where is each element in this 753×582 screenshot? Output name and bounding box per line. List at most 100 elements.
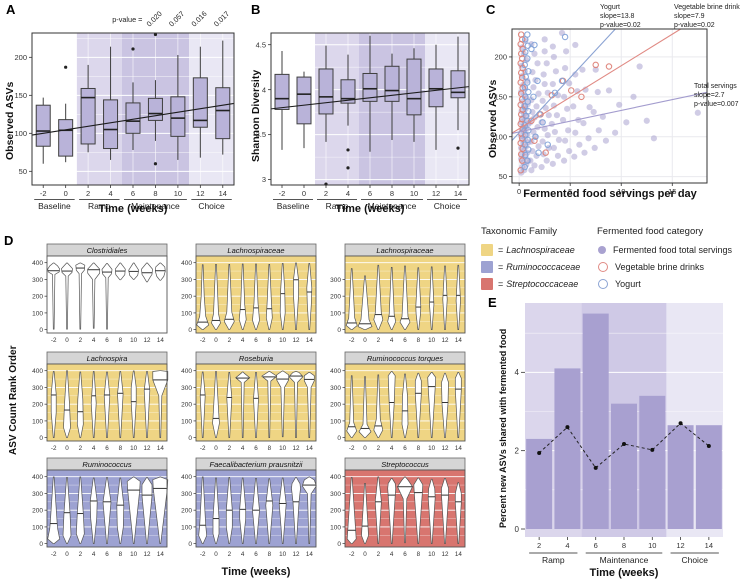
scatter-point <box>643 117 650 124</box>
violin <box>455 264 461 331</box>
tick-label: 4 <box>262 85 266 94</box>
violin <box>103 371 111 439</box>
violin <box>212 477 220 545</box>
tick-label: 2 <box>377 445 381 452</box>
strip-title: Lachnospiraceae <box>376 246 433 255</box>
scatter-point <box>559 116 567 124</box>
scatter-point <box>544 132 551 139</box>
tick-label: 10 <box>428 445 436 452</box>
scatter-point-open <box>517 90 525 97</box>
tick-label: 12 <box>292 337 300 344</box>
tick-label: 300 <box>330 385 341 392</box>
tick-label: -2 <box>349 445 355 452</box>
tick-label: 4 <box>390 337 394 344</box>
box <box>192 77 208 128</box>
violin <box>226 372 233 439</box>
tick-label: 2 <box>515 446 520 455</box>
tick-label: 0 <box>65 551 69 558</box>
violin <box>252 478 260 545</box>
scatter-point-open <box>530 93 537 101</box>
scatter-point-open <box>517 166 524 174</box>
tick-label: 50 <box>499 172 507 181</box>
tick-label: 10 <box>279 337 287 344</box>
box <box>80 87 96 145</box>
tick-label: 14 <box>157 551 165 558</box>
scatter-point <box>694 109 701 116</box>
violin <box>239 477 247 545</box>
tick-label: 4 <box>92 337 96 344</box>
line-point <box>678 421 683 426</box>
scatter-point-open <box>534 77 541 85</box>
tick-label: 100 <box>32 524 43 531</box>
annotation-line: p-value=0.02 <box>600 22 641 30</box>
tick-label: 4 <box>515 368 520 377</box>
tick-label: 200 <box>330 402 341 409</box>
tick-label: 14 <box>219 189 227 198</box>
panel-b-y-axis-title: Shannon Diversity <box>250 69 262 162</box>
scatter-point-open <box>551 89 559 97</box>
strip-title: Lachnospira <box>87 354 128 363</box>
scatter-point <box>605 87 613 94</box>
tick-label: -2 <box>349 337 355 344</box>
annotation-line: slope=2.7 <box>694 92 725 100</box>
scatter-point <box>555 136 563 144</box>
tick-label: 0 <box>188 435 192 442</box>
violin-cell-lachnospiraceae: Lachnospiraceae -2 0 2 4 6 8 10 12 14 0 100 200 300 40… <box>181 243 317 344</box>
tick-label: 100 <box>32 310 43 317</box>
violin-cell-lachnospiraceae: Lachnospiraceae -2 0 2 4 6 8 10 12 14 0 100 200 300 <box>330 243 466 344</box>
tick-label: 2 <box>79 551 83 558</box>
scatter-point <box>549 80 556 88</box>
box <box>318 68 334 115</box>
phase-label: Ramp <box>542 555 565 565</box>
lachnospiraceae-swatch <box>481 243 493 256</box>
box <box>450 70 466 99</box>
box <box>103 99 119 150</box>
scatter-point <box>534 60 541 67</box>
box <box>362 72 378 102</box>
scatter-point-open <box>521 103 529 110</box>
tick-label: 300 <box>181 277 192 284</box>
strip-title: Lachnospiraceae <box>227 246 284 255</box>
tick-label: 200 <box>181 402 192 409</box>
tick-label: 0 <box>337 541 341 548</box>
tick-label: 0 <box>214 551 218 558</box>
legend-item-label: Fermented food total servings <box>613 244 733 255</box>
panel-b-label: B <box>251 2 261 17</box>
tick-label: 8 <box>622 541 626 550</box>
violin <box>252 263 260 331</box>
phase-label: Baseline <box>277 201 310 211</box>
scatter-point <box>570 103 577 110</box>
violin <box>361 483 369 545</box>
scatter-point <box>560 157 568 164</box>
annotation-line: slope=13.8 <box>600 13 635 21</box>
tick-label: 4 <box>565 541 569 550</box>
panel-e-plot: 0 2 4 2 4 6 8 10 12 14 Ramp Maintenance Choice <box>515 303 723 565</box>
scatter-point <box>541 36 548 43</box>
violin <box>276 370 290 438</box>
strip-title: Roseburia <box>239 354 273 363</box>
phase-label: Ramp <box>88 201 111 211</box>
tick-label: 300 <box>32 385 43 392</box>
violin <box>303 372 315 439</box>
scatter-point <box>581 149 588 156</box>
tick-label: -2 <box>200 445 206 452</box>
scatter-point-open <box>524 31 531 38</box>
tick-label: 14 <box>157 337 165 344</box>
scatter-point-open <box>525 146 532 153</box>
legend-item-label: Yogurt <box>615 278 641 289</box>
tick-label: 400 <box>32 474 43 481</box>
scatter-point <box>630 93 637 100</box>
violin <box>345 268 358 331</box>
tick-label: 8 <box>268 445 272 452</box>
box <box>170 96 186 137</box>
violin <box>62 477 72 545</box>
scatter-point <box>616 101 623 108</box>
violin <box>196 264 210 331</box>
violin-cell-ruminococcus-torques: Ruminococcus torques -2 0 2 4 6 8 10 12 14 0 100 200… <box>330 351 466 452</box>
scatter-point-open <box>544 141 551 148</box>
tick-label: 14 <box>705 541 713 550</box>
trend-line <box>270 86 470 110</box>
box <box>340 79 356 104</box>
tick-label: -2 <box>40 189 47 198</box>
scatter-point-open <box>522 73 530 81</box>
